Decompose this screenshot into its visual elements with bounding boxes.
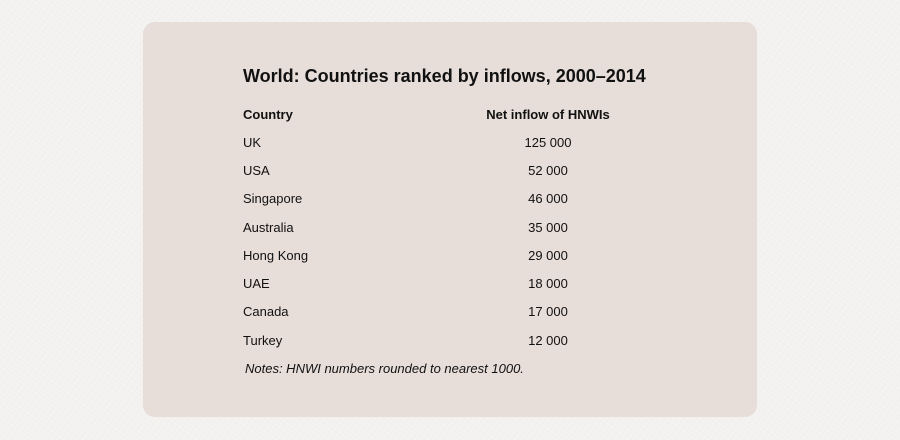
inflow-value-cell: 12 000 [528,332,568,348]
inflow-value-cell: 18 000 [528,276,568,292]
inflow-value-cell: 46 000 [528,191,568,207]
table-card: World: Countries ranked by inflows, 2000… [143,22,757,417]
inflow-value-cell: 17 000 [528,304,568,320]
inflows-table: Country Net inflow of HNWIs UK 125 000 U… [243,100,653,354]
country-cell: Australia [243,219,294,235]
table-row: Canada 17 000 [243,298,653,326]
table-row: UK 125 000 [243,128,653,156]
table-row: Singapore 46 000 [243,185,653,213]
country-cell: Singapore [243,191,303,207]
inflow-value-cell: 125 000 [524,134,572,150]
inflow-value-cell: 35 000 [528,219,568,235]
country-cell: Canada [243,304,289,320]
country-cell: UAE [243,276,270,292]
column-header-net-inflow: Net inflow of HNWIs [486,106,610,122]
table-row: Hong Kong 29 000 [243,241,653,269]
table-notes: Notes: HNWI numbers rounded to nearest 1… [245,361,524,376]
inflow-value-cell: 52 000 [528,162,568,178]
country-cell: Turkey [243,332,283,348]
country-cell: Hong Kong [243,247,309,263]
table-row: UAE 18 000 [243,269,653,297]
column-header-country: Country [243,106,293,122]
table-row: Australia 35 000 [243,213,653,241]
country-cell: UK [243,134,262,150]
table-row: USA 52 000 [243,156,653,184]
inflow-value-cell: 29 000 [528,247,568,263]
header-row: Country Net inflow of HNWIs [243,100,653,128]
table-row: Turkey 12 000 [243,326,653,354]
table-title: World: Countries ranked by inflows, 2000… [243,66,646,86]
country-cell: USA [243,162,270,178]
